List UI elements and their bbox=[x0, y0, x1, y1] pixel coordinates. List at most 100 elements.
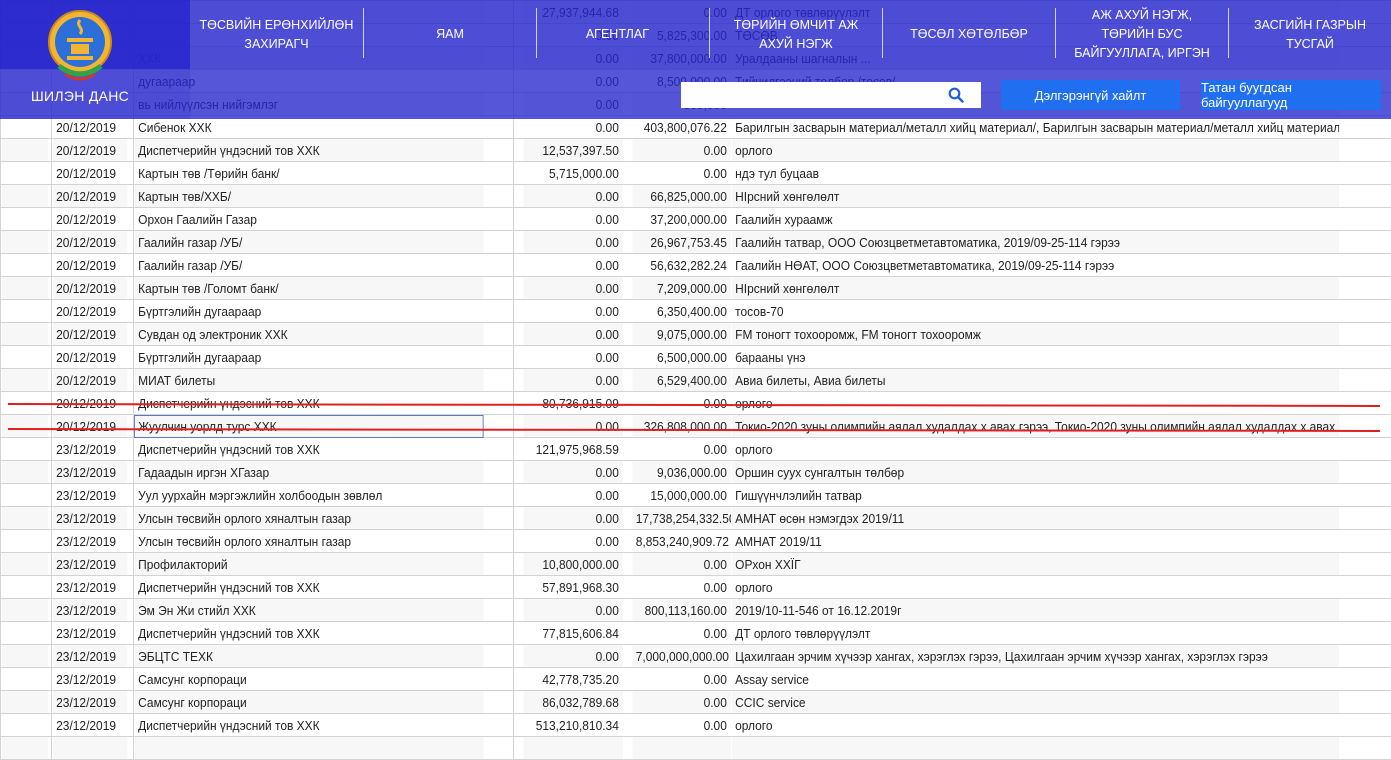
nav-budget-governor[interactable]: ТӨСВИЙН ЕРӨНХИЙЛӨН ЗАХИРАГЧ bbox=[190, 0, 363, 69]
organization-cell[interactable]: Гаалийн газар /УБ/ bbox=[134, 254, 484, 277]
organization-cell[interactable]: Улсын төсвийн орлого хяналтын газар bbox=[134, 530, 484, 553]
row-marker-cell bbox=[1, 139, 48, 162]
search-button[interactable] bbox=[931, 82, 981, 108]
date-cell: 23/12/2019 bbox=[52, 507, 127, 530]
row-marker-cell bbox=[1, 461, 48, 484]
row-marker-cell bbox=[1, 737, 48, 760]
organization-cell[interactable]: Самсунг корпораци bbox=[134, 691, 484, 714]
description-cell: ДТ орлого төвлөрүүлэлт bbox=[731, 622, 1339, 645]
organization-cell[interactable]: Самсунг корпораци bbox=[134, 668, 484, 691]
credit-cell: 7,209,000.00 bbox=[631, 277, 730, 300]
table-row: 23/12/2019 Улсын төсвийн орлого хяналтын … bbox=[1, 507, 1391, 530]
organization-cell[interactable]: Диспетчерийн үндэсний тов ХХК bbox=[134, 714, 484, 737]
credit-cell: 0.00 bbox=[631, 553, 730, 576]
organization-cell[interactable]: Диспетчерийн үндэсний тов ХХК bbox=[134, 438, 484, 461]
organization-cell[interactable]: Улсын төсвийн орлого хяналтын газар bbox=[134, 507, 484, 530]
description-cell: НӀрсний хөнгөлөлт bbox=[731, 277, 1339, 300]
nav-projects-programs[interactable]: ТӨСӨЛ ХӨТӨЛБӨР bbox=[883, 0, 1055, 69]
row-marker-cell bbox=[1, 208, 48, 231]
debit-cell: 0.00 bbox=[522, 185, 622, 208]
nav-agency[interactable]: АГЕНТЛАГ bbox=[537, 0, 709, 69]
table-row: 20/12/2019 Картын төв /Голомт банк/0.00 7,… bbox=[1, 277, 1391, 300]
credit-cell: 6,500,000.00 bbox=[631, 346, 730, 369]
date-cell: 23/12/2019 bbox=[52, 714, 127, 737]
organization-cell[interactable]: Картын төв /Голомт банк/ bbox=[134, 277, 484, 300]
organization-cell[interactable]: Диспетчерийн үндэсний тов ХХК bbox=[134, 622, 484, 645]
row-marker-cell bbox=[1, 231, 48, 254]
debit-cell: 0.00 bbox=[522, 231, 622, 254]
dissolved-organizations-button[interactable]: Татан буугдсан байгууллагууд bbox=[1201, 80, 1381, 110]
date-cell: 23/12/2019 bbox=[52, 599, 127, 622]
organization-cell[interactable]: Эм Эн Жи стийл ХХК bbox=[134, 599, 484, 622]
nav-government-special-fund[interactable]: ЗАСГИЙН ГАЗРЫН ТУСГАЙ bbox=[1229, 0, 1391, 69]
organization-cell[interactable]: Диспетчерийн үндэсний тов ХХК bbox=[134, 139, 484, 162]
date-cell: 20/12/2019 bbox=[52, 369, 127, 392]
description-cell: ОРхон ХХЇГ bbox=[731, 553, 1339, 576]
credit-cell: 0.00 bbox=[631, 714, 730, 737]
description-cell: Гишүүнчлэлийн татвар bbox=[731, 484, 1339, 507]
row-marker-cell bbox=[1, 438, 48, 461]
date-cell: 23/12/2019 bbox=[52, 484, 127, 507]
organization-cell[interactable]: Картын төв /Төрийн банк/ bbox=[134, 162, 484, 185]
credit-cell: 6,350,400.00 bbox=[631, 300, 730, 323]
description-cell: Гаалийн татвар, ООО Союзцветметавтоматик… bbox=[731, 231, 1339, 254]
date-cell: 20/12/2019 bbox=[52, 277, 127, 300]
credit-cell: 26,967,753.45 bbox=[631, 231, 730, 254]
debit-cell: 77,815,606.84 bbox=[522, 622, 622, 645]
row-marker-cell bbox=[1, 162, 48, 185]
organization-cell[interactable]: Сувдан од электроник ХХК bbox=[134, 323, 484, 346]
row-marker-cell bbox=[1, 507, 48, 530]
debit-cell: 86,032,789.68 bbox=[522, 691, 622, 714]
organization-cell[interactable]: Диспетчерийн үндэсний тов ХХК bbox=[134, 576, 484, 599]
organization-cell[interactable]: ЭБЦТС ТЕХК bbox=[134, 645, 484, 668]
debit-cell: 513,210,810.34 bbox=[522, 714, 622, 737]
date-cell: 23/12/2019 bbox=[52, 622, 127, 645]
description-cell: FM тоногт тохооромж, FM тоногт тохооромж bbox=[731, 323, 1339, 346]
organization-cell[interactable]: Картын төв/ХХБ/ bbox=[134, 185, 484, 208]
organization-cell[interactable]: МИАТ билеты bbox=[134, 369, 484, 392]
organization-cell[interactable]: Жуулчин уорлд турс ХХК bbox=[134, 415, 484, 438]
debit-cell: 0.00 bbox=[522, 645, 622, 668]
organization-cell[interactable]: Орхон Гаалийн Газар bbox=[134, 208, 484, 231]
credit-cell: 0.00 bbox=[631, 139, 730, 162]
credit-cell: 0.00 bbox=[631, 576, 730, 599]
nav-state-owned-enterprise[interactable]: ТӨРИЙН ӨМЧИТ АЖ АХУЙ НЭГЖ bbox=[710, 0, 882, 69]
credit-cell: 0.00 bbox=[631, 668, 730, 691]
row-marker-cell bbox=[1, 346, 48, 369]
organization-cell[interactable]: Уул уурхайн мэргэжлийн холбоодын зөвлөл bbox=[134, 484, 484, 507]
date-cell: 20/12/2019 bbox=[52, 323, 127, 346]
description-cell: Assay service bbox=[731, 668, 1339, 691]
nav-ministry[interactable]: ЯАМ bbox=[364, 0, 536, 69]
credit-cell: 0.00 bbox=[631, 691, 730, 714]
description-cell: НӀрсний хөнгөлөлт bbox=[731, 185, 1339, 208]
table-row: 23/12/2019 Самсунг корпораци 86,032,789.68… bbox=[1, 691, 1391, 714]
organization-cell[interactable]: Профилакторий bbox=[134, 553, 484, 576]
advanced-search-button[interactable]: Дэлгэрэнгүй хайлт bbox=[1001, 80, 1180, 110]
debit-cell: 0.00 bbox=[522, 277, 622, 300]
description-cell: орлого bbox=[731, 392, 1339, 415]
logo-title: ШИЛЭН ДАНС bbox=[0, 88, 160, 104]
nav-business-ngo-citizen[interactable]: АЖ АХУЙ НЭГЖ, ТӨРИЙН БУС БАЙГУУЛЛАГА, ИР… bbox=[1056, 0, 1228, 69]
site-logo[interactable]: ШИЛЭН ДАНС bbox=[0, 0, 190, 119]
date-cell: 23/12/2019 bbox=[52, 691, 127, 714]
organization-cell[interactable] bbox=[134, 737, 484, 760]
organization-cell[interactable]: Бүртгэлийн дугаараар bbox=[134, 346, 484, 369]
search-input[interactable] bbox=[681, 82, 931, 108]
row-marker-cell bbox=[1, 277, 48, 300]
credit-cell: 326,808,000.00 bbox=[631, 415, 730, 438]
organization-cell[interactable]: Гаалийн газар /УБ/ bbox=[134, 231, 484, 254]
debit-cell: 0.00 bbox=[522, 254, 622, 277]
date-cell: 20/12/2019 bbox=[52, 208, 127, 231]
debit-cell: 0.00 bbox=[522, 208, 622, 231]
description-cell: орлого bbox=[731, 438, 1339, 461]
organization-cell[interactable]: Гадаадын иргэн ХГазар bbox=[134, 461, 484, 484]
date-cell: 20/12/2019 bbox=[52, 415, 127, 438]
organization-cell[interactable]: Бүртгэлийн дугаараар bbox=[134, 300, 484, 323]
